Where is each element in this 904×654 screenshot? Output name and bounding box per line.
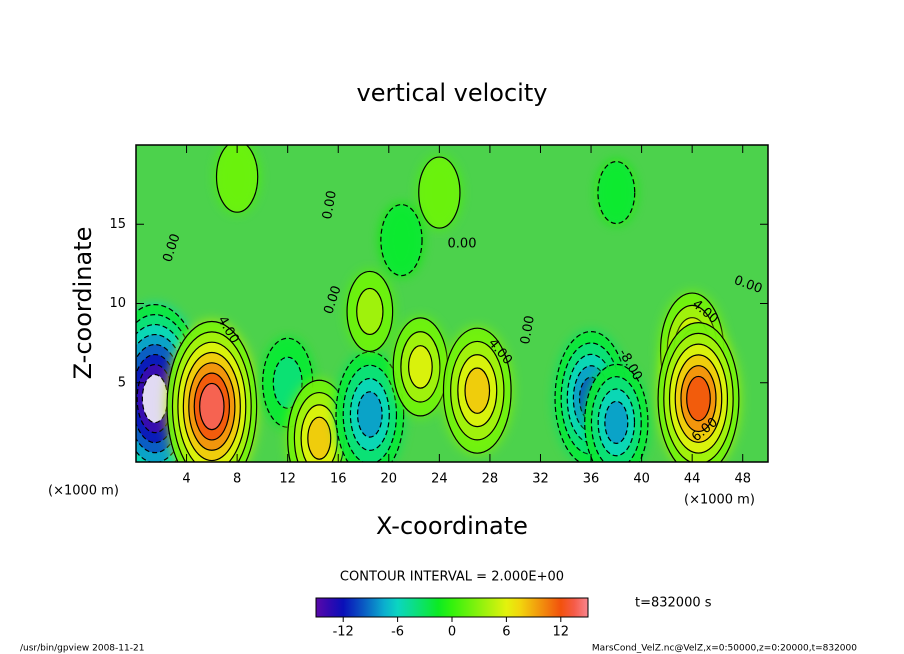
contour-label: 0.00 bbox=[320, 189, 340, 220]
footer-right: MarsCond_VelZ.nc@VelZ,x=0:50000,z=0:2000… bbox=[592, 644, 857, 654]
contour-interval: CONTOUR INTERVAL = 2.000E+00 bbox=[340, 570, 564, 585]
chart-title: vertical velocity bbox=[357, 79, 548, 107]
field-level bbox=[380, 204, 423, 277]
footer-left: /usr/bin/gpview 2008-11-21 bbox=[20, 644, 144, 654]
field-level bbox=[597, 160, 636, 225]
x-tick-label: 48 bbox=[734, 472, 751, 487]
field-level bbox=[418, 156, 461, 229]
y-tick-label: 15 bbox=[109, 217, 126, 232]
field-feature bbox=[657, 322, 740, 462]
field-feature bbox=[166, 320, 258, 462]
field-level bbox=[356, 391, 383, 438]
x-tick-label: 20 bbox=[381, 472, 398, 487]
x-tick-label: 28 bbox=[482, 472, 499, 487]
x-tick-label: 8 bbox=[233, 472, 241, 487]
field-level bbox=[356, 287, 384, 336]
field-level bbox=[604, 400, 629, 445]
field-feature bbox=[418, 156, 461, 229]
x-tick-label: 12 bbox=[279, 472, 296, 487]
field-level bbox=[272, 356, 303, 409]
x-axis-label: X-coordinate bbox=[376, 512, 528, 540]
time-label: t=832000 s bbox=[635, 596, 712, 611]
colorbar bbox=[315, 597, 589, 618]
field-level bbox=[686, 375, 711, 422]
field-level bbox=[215, 145, 259, 213]
field-feature bbox=[335, 351, 405, 462]
field-feature bbox=[287, 379, 352, 462]
field-level bbox=[408, 345, 433, 389]
y-tick-label: 10 bbox=[109, 296, 126, 311]
x-tick-label: 36 bbox=[583, 472, 600, 487]
field-feature bbox=[380, 204, 423, 277]
x-tick-label: 44 bbox=[684, 472, 701, 487]
field: 0.000.000.000.000.004.004.00 -8.004.006.0… bbox=[136, 145, 764, 462]
colorbar-tick-label: 6 bbox=[502, 625, 510, 640]
x-unit-right: (×1000 m) bbox=[684, 493, 755, 508]
x-tick-label: 24 bbox=[431, 472, 448, 487]
field-feature bbox=[346, 270, 394, 353]
colorbar-tick-label: 0 bbox=[448, 625, 456, 640]
colorbar-axis: -12 -6 0 6 12 bbox=[333, 617, 569, 640]
x-tick-label: 4 bbox=[182, 472, 190, 487]
field-feature bbox=[597, 160, 636, 225]
colorbar-tick-label: 12 bbox=[553, 625, 570, 640]
field-feature bbox=[584, 363, 649, 462]
x-tick-label: 40 bbox=[633, 472, 650, 487]
y-tick-label: 5 bbox=[118, 375, 126, 390]
field-feature bbox=[262, 337, 314, 428]
field-level bbox=[464, 367, 491, 414]
x-tick-label: 32 bbox=[532, 472, 549, 487]
field-level bbox=[307, 416, 332, 460]
field-feature bbox=[215, 145, 259, 213]
colorbar-tick-label: -12 bbox=[333, 625, 354, 640]
contour-label: 0.00 bbox=[518, 314, 538, 345]
x-tick-label: 16 bbox=[330, 472, 347, 487]
field-level bbox=[199, 382, 225, 431]
field-feature bbox=[392, 317, 449, 417]
contour-label: 0.00 bbox=[448, 237, 477, 252]
field-feature bbox=[442, 327, 512, 454]
y-axis-label: Z-coordinate bbox=[69, 227, 97, 380]
field-level bbox=[141, 373, 169, 424]
x-unit-left: (×1000 m) bbox=[48, 484, 119, 499]
colorbar-tick-label: -6 bbox=[391, 625, 404, 640]
